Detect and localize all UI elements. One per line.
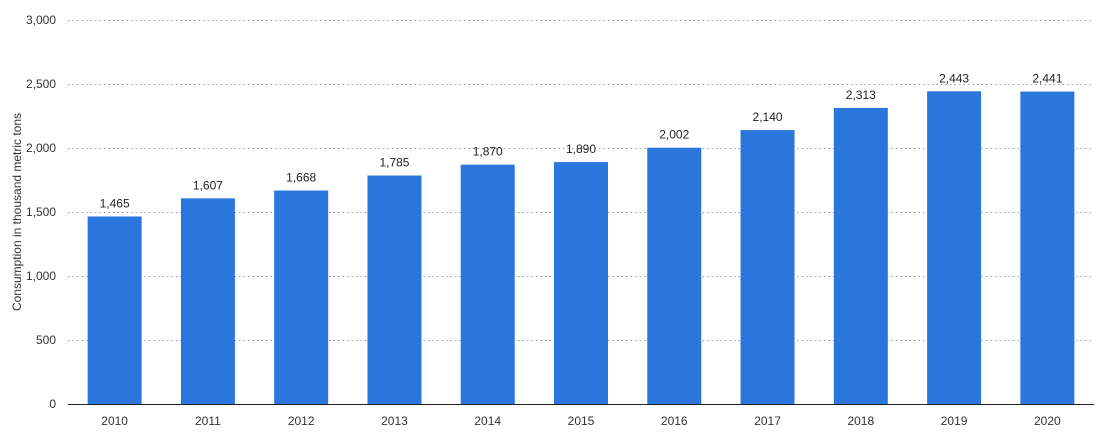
bar — [367, 175, 422, 404]
x-axis-ticks: 2010 2011 2012 2013 2014 2015 2016 2017 2018 2019… — [101, 414, 1061, 428]
x-tick-label: 2019 — [941, 414, 968, 428]
y-axis-ticks: 0 500 1,000 1,500 2,000 2,500 3,000 — [26, 13, 56, 411]
y-tick-label: 2,000 — [26, 141, 56, 155]
data-label: 2,002 — [659, 128, 689, 142]
bar — [927, 91, 982, 405]
x-tick-label: 2017 — [754, 414, 781, 428]
x-tick-label: 2010 — [101, 414, 128, 428]
data-label: 2,140 — [753, 110, 783, 124]
data-label: 1,785 — [379, 156, 409, 170]
bar — [554, 162, 608, 404]
bar — [833, 107, 888, 404]
y-tick-label: 1,500 — [26, 205, 56, 219]
bar — [274, 190, 329, 404]
data-label: 1,668 — [286, 170, 316, 184]
x-tick-label: 2012 — [288, 414, 315, 428]
data-label: 1,465 — [100, 196, 130, 210]
y-tick-label: 3,000 — [26, 13, 56, 27]
x-tick-label: 2020 — [1034, 414, 1061, 428]
y-axis-title: Consumption in thousand metric tons — [10, 113, 24, 311]
bar — [1020, 91, 1075, 404]
y-tick-label: 0 — [49, 397, 56, 411]
x-tick-label: 2018 — [847, 414, 874, 428]
bar — [180, 198, 235, 404]
data-label: 2,313 — [846, 88, 876, 102]
x-tick-label: 2013 — [381, 414, 408, 428]
bar — [647, 147, 702, 404]
bar — [740, 130, 795, 404]
bar — [87, 216, 142, 404]
y-tick-label: 500 — [36, 333, 56, 347]
y-tick-label: 1,000 — [26, 269, 56, 283]
data-label: 2,441 — [1032, 72, 1062, 86]
data-labels: 1,465 1,607 1,668 1,785 1,870 1,890 2,002 2,140… — [100, 71, 1063, 210]
x-tick-label: 2014 — [474, 414, 501, 428]
bar — [460, 164, 515, 404]
x-tick-label: 2016 — [661, 414, 688, 428]
data-label: 1,607 — [193, 178, 223, 192]
data-label: 1,890 — [566, 142, 596, 156]
data-label: 2,443 — [939, 71, 969, 85]
x-tick-label: 2015 — [568, 414, 595, 428]
bars — [87, 91, 1075, 405]
y-tick-label: 2,500 — [26, 77, 56, 91]
data-label: 1,870 — [473, 145, 503, 159]
x-tick-label: 2011 — [195, 414, 221, 428]
